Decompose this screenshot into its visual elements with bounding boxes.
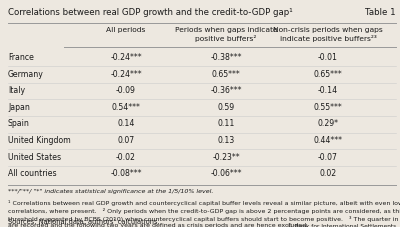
Text: 0.65***: 0.65*** (212, 69, 240, 78)
Text: -0.01: -0.01 (318, 53, 338, 62)
Text: -0.08***: -0.08*** (110, 169, 142, 178)
Text: -0.06***: -0.06*** (210, 169, 242, 178)
Text: 0.44***: 0.44*** (314, 136, 342, 144)
Text: United Kingdom: United Kingdom (8, 136, 71, 144)
Text: ***/"**/ "*" indicates statistical significance at the 1/5/10% level.: ***/"**/ "*" indicates statistical signi… (8, 188, 213, 193)
Text: All periods: All periods (106, 27, 146, 33)
Text: France: France (8, 53, 34, 62)
Text: -0.24***: -0.24*** (110, 53, 142, 62)
Text: 0.29*: 0.29* (318, 119, 338, 128)
Text: -0.36***: -0.36*** (210, 86, 242, 95)
Text: ¹ Correlations between real GDP growth and countercyclical capital buffer levels: ¹ Correlations between real GDP growth a… (8, 199, 400, 227)
Text: -0.24***: -0.24*** (110, 69, 142, 78)
Text: All countries: All countries (8, 169, 57, 178)
Text: -0.23**: -0.23** (212, 152, 240, 161)
Text: 0.11: 0.11 (217, 119, 235, 128)
Text: 0.14: 0.14 (117, 119, 135, 128)
Text: -0.07: -0.07 (318, 152, 338, 161)
Text: -0.38***: -0.38*** (210, 53, 242, 62)
Text: -0.14: -0.14 (318, 86, 338, 95)
Text: 0.07: 0.07 (118, 136, 134, 144)
Text: -0.02: -0.02 (116, 152, 136, 161)
Text: Non-crisis periods when gaps
indicate positive buffers²³: Non-crisis periods when gaps indicate po… (273, 27, 383, 42)
Text: Periods when gaps indicate
positive buffers²: Periods when gaps indicate positive buff… (175, 27, 277, 42)
Text: Sources: National data; authors’ calculations.: Sources: National data; authors’ calcula… (8, 218, 160, 224)
Text: 0.55***: 0.55*** (314, 102, 342, 111)
Text: Spain: Spain (8, 119, 30, 128)
Text: © Bank for International Settlements: © Bank for International Settlements (287, 223, 396, 227)
Text: Germany: Germany (8, 69, 44, 78)
Text: Correlations between real GDP growth and the credit-to-GDP gap¹: Correlations between real GDP growth and… (8, 8, 293, 17)
Text: 0.54***: 0.54*** (112, 102, 140, 111)
Text: 0.13: 0.13 (217, 136, 235, 144)
Text: -0.09: -0.09 (116, 86, 136, 95)
Text: Italy: Italy (8, 86, 25, 95)
Text: 0.02: 0.02 (320, 169, 336, 178)
Text: Table 1: Table 1 (365, 8, 396, 17)
Text: 0.65***: 0.65*** (314, 69, 342, 78)
Text: United States: United States (8, 152, 61, 161)
Text: Japan: Japan (8, 102, 30, 111)
Text: 0.59: 0.59 (218, 102, 234, 111)
